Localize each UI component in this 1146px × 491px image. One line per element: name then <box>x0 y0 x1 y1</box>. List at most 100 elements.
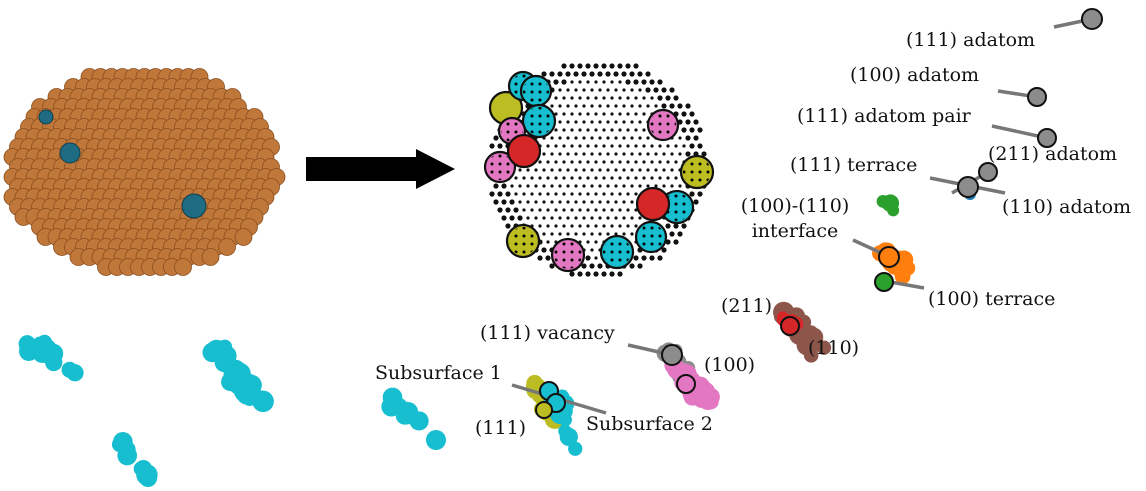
lattice-site <box>633 255 639 261</box>
lattice-site <box>558 168 562 172</box>
lattice-site <box>610 144 614 148</box>
lattice-site <box>574 104 578 108</box>
lattice-site <box>522 176 526 180</box>
lattice-site <box>518 184 522 188</box>
lattice-site <box>573 71 579 77</box>
lattice-site <box>574 216 578 220</box>
lattice-site <box>538 208 542 212</box>
lattice-site <box>622 216 626 220</box>
lattice-site <box>650 176 654 180</box>
lattice-site <box>630 232 634 236</box>
lattice-site <box>530 192 534 196</box>
lattice-site <box>542 152 546 156</box>
lattice-site <box>582 152 586 156</box>
lattice-site <box>638 216 642 220</box>
lattice-site <box>634 128 638 132</box>
lattice-site <box>610 208 614 212</box>
lattice-site <box>658 176 662 180</box>
lattice-site <box>526 168 530 172</box>
lattice-site <box>553 79 559 85</box>
lattice-site <box>618 176 622 180</box>
lattice-site <box>682 144 686 148</box>
label-100-terrace: (100) terrace <box>928 288 1056 310</box>
lattice-site <box>697 191 703 197</box>
lattice-site <box>594 240 598 244</box>
lattice-site <box>689 143 695 149</box>
lattice-site <box>622 168 626 172</box>
lattice-site <box>637 263 643 269</box>
cluster-point <box>803 348 819 363</box>
lattice-site <box>653 87 659 93</box>
lattice-site <box>678 152 682 156</box>
lattice-site <box>602 144 606 148</box>
lattice-site <box>669 87 675 93</box>
lattice-site <box>662 152 666 156</box>
lattice-site <box>598 152 602 156</box>
highlighted-atom <box>59 142 81 164</box>
lattice-site <box>630 168 634 172</box>
lattice-site <box>566 168 570 172</box>
lattice-site <box>622 88 626 92</box>
lattice-site <box>673 95 679 101</box>
lattice-site <box>505 207 511 213</box>
lattice-site <box>630 136 634 140</box>
lattice-site <box>610 192 614 196</box>
lattice-site <box>550 216 554 220</box>
cluster-marker <box>1027 87 1047 107</box>
lattice-site <box>614 232 618 236</box>
lattice-site <box>602 80 606 84</box>
lattice-site <box>661 87 667 93</box>
lattice-site <box>562 128 566 132</box>
lattice-site <box>569 271 575 277</box>
lattice-site <box>602 96 606 100</box>
site-dots <box>603 238 631 266</box>
label-111-adatom: (111) adatom <box>906 29 1036 51</box>
label-100-step: (100) <box>704 354 756 376</box>
lattice-site <box>546 160 550 164</box>
lattice-site <box>630 120 634 124</box>
lattice-site <box>598 88 602 92</box>
cyan-point <box>214 346 237 369</box>
lattice-site <box>557 71 563 77</box>
lattice-site <box>618 128 622 132</box>
lattice-site <box>574 168 578 172</box>
lattice-site <box>509 215 515 221</box>
cluster-marker <box>878 246 900 268</box>
lattice-site <box>489 191 495 197</box>
lattice-site <box>578 192 582 196</box>
lattice-site <box>550 136 554 140</box>
lattice-site <box>598 184 602 188</box>
lattice-site <box>558 232 562 236</box>
lattice-site <box>685 151 691 157</box>
lattice-site <box>578 144 582 148</box>
cluster-marker <box>874 272 894 292</box>
lattice-site <box>614 184 618 188</box>
lattice-site <box>505 223 511 229</box>
lattice-site <box>562 224 566 228</box>
lattice-site <box>586 224 590 228</box>
lattice-site <box>594 160 598 164</box>
lattice-site <box>610 112 614 116</box>
lattice-site <box>622 152 626 156</box>
lattice-site <box>558 184 562 188</box>
lattice-site <box>534 168 538 172</box>
lattice-site <box>586 112 590 116</box>
site-dots <box>638 224 664 250</box>
lattice-site <box>549 263 555 269</box>
lattice-site <box>594 128 598 132</box>
lattice-site <box>534 216 538 220</box>
lattice-site <box>689 111 695 117</box>
lattice-site <box>550 152 554 156</box>
atom-sphere <box>201 248 220 266</box>
lattice-site <box>586 208 590 212</box>
lattice-site <box>614 88 618 92</box>
lattice-site <box>689 127 695 133</box>
lattice-site <box>665 223 671 229</box>
cluster-marker <box>676 374 696 394</box>
lattice-site <box>590 232 594 236</box>
lattice-site <box>614 152 618 156</box>
lattice-site <box>630 104 634 108</box>
label-110-step: (110) <box>808 337 860 359</box>
cluster-marker <box>1081 8 1103 30</box>
label-211-step: (211) <box>721 295 773 317</box>
